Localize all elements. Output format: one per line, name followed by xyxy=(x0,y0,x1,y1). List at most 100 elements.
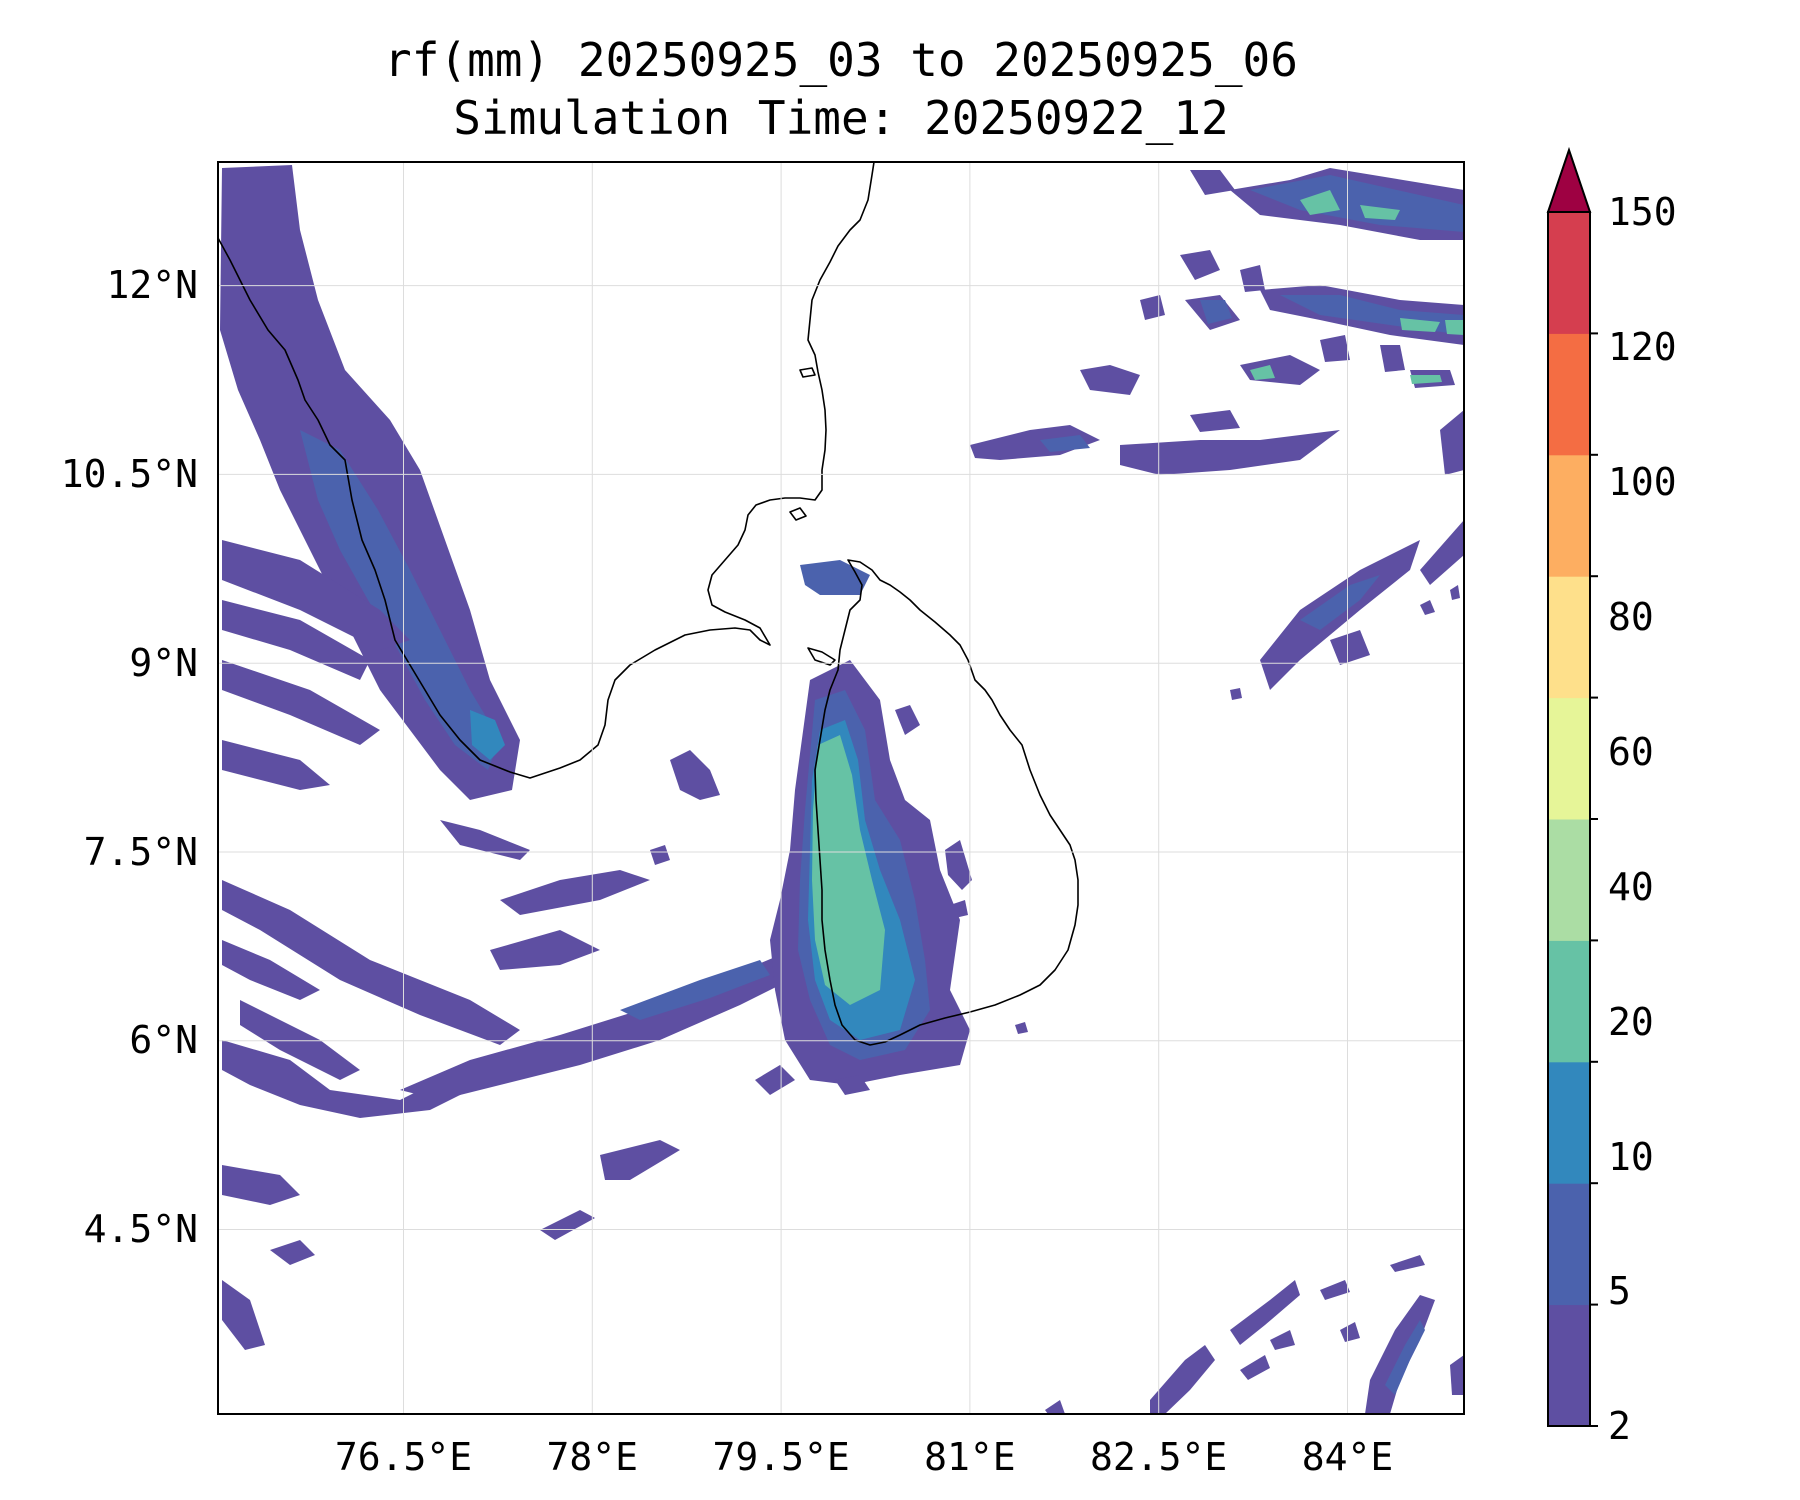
colorbar-segment xyxy=(1548,454,1590,577)
rain-srilanka-very-heavy xyxy=(812,735,885,1005)
rain-band xyxy=(1270,1330,1295,1350)
x-tick-label: 79.5°E xyxy=(712,1435,849,1479)
colorbar-label: 20 xyxy=(1608,1000,1654,1044)
rain-band xyxy=(1250,175,1464,232)
rain-band xyxy=(1390,1255,1425,1272)
colorbar-segment xyxy=(1548,940,1590,1063)
colorbar-segment xyxy=(1548,819,1590,941)
colorbar-segment xyxy=(1548,333,1590,456)
x-axis: 76.5°E 78°E 79.5°E 81°E 82.5°E 84°E xyxy=(335,1435,1393,1479)
rain-band xyxy=(1045,1400,1065,1414)
rain-band xyxy=(1200,300,1232,324)
coastline xyxy=(217,161,1079,1046)
colorbar-segment xyxy=(1548,1183,1590,1306)
x-tick-label: 76.5°E xyxy=(335,1435,472,1479)
colorbar-segment xyxy=(1548,1304,1590,1427)
y-tick-label: 12°N xyxy=(106,263,198,307)
rain-streak xyxy=(222,540,410,650)
rain-band xyxy=(1300,190,1340,215)
y-tick-label: 10.5°N xyxy=(61,452,198,496)
colorbar-label: 100 xyxy=(1608,460,1677,504)
rain-band xyxy=(1420,600,1435,615)
rain-streak xyxy=(222,1280,265,1350)
colorbar-label: 120 xyxy=(1608,325,1677,369)
rain-streak xyxy=(270,1240,315,1265)
rain-streak xyxy=(222,1165,300,1205)
rain-band xyxy=(1230,1280,1300,1345)
rain-patch xyxy=(950,900,968,918)
coastline-island xyxy=(799,367,816,378)
map-frame xyxy=(217,161,1465,1415)
rain-streak xyxy=(540,1210,595,1240)
colorbar-segment xyxy=(1548,576,1590,699)
rain-southeast-moderate xyxy=(1385,1320,1425,1395)
rain-band xyxy=(1400,318,1440,332)
rain-streak xyxy=(222,660,380,745)
title-line2: Simulation Time: 20250922_12 xyxy=(453,91,1228,145)
rain-band xyxy=(1320,1280,1350,1300)
coastline-india xyxy=(217,161,875,779)
title-line1: rf(mm) 20250925_03 to 20250925_06 xyxy=(384,33,1298,87)
rain-sw-band-moderate xyxy=(620,960,770,1020)
rain-band xyxy=(1445,320,1464,335)
coastline-mannar xyxy=(807,647,836,666)
map-area xyxy=(217,161,1465,1415)
y-axis: 12°N 10.5°N 9°N 7.5°N 6°N 4.5°N xyxy=(61,263,198,1251)
rain-streak xyxy=(500,870,650,915)
x-tick-label: 82.5°E xyxy=(1090,1435,1227,1479)
rain-streak xyxy=(600,1140,680,1180)
colorbar-label: 5 xyxy=(1608,1269,1631,1313)
rain-patch xyxy=(755,1065,795,1095)
gridlines xyxy=(218,162,1464,1414)
rain-streak xyxy=(440,820,530,860)
colorbar-label: 60 xyxy=(1608,730,1654,774)
colorbar-segment xyxy=(1548,212,1590,334)
rain-band xyxy=(1320,335,1350,362)
colorbar-ticks xyxy=(1590,332,1598,1427)
rain-streak xyxy=(222,600,370,680)
colorbar: 2 5 10 20 40 60 80 100 120 150 xyxy=(1546,146,1677,1448)
rain-band xyxy=(1450,1355,1464,1395)
rain-patch xyxy=(895,705,920,735)
rain-band xyxy=(1250,365,1275,380)
rain-band xyxy=(1150,1345,1215,1414)
colorbar-label: 80 xyxy=(1608,595,1654,639)
colorbar-label: 2 xyxy=(1608,1404,1631,1448)
rain-patch xyxy=(650,845,670,865)
x-tick-label: 78°E xyxy=(547,1435,639,1479)
rain-streak xyxy=(222,740,330,790)
colorbar-label: 40 xyxy=(1608,865,1654,909)
y-tick-label: 7.5°N xyxy=(84,830,198,874)
rain-streak xyxy=(222,880,520,1045)
rain-band xyxy=(1080,365,1140,395)
rain-streak xyxy=(240,1000,360,1080)
colorbar-label: 150 xyxy=(1608,190,1677,234)
rain-patch xyxy=(1015,1022,1028,1034)
rain-west-coast-heavy xyxy=(470,710,505,760)
rain-patch xyxy=(835,1075,870,1095)
rain-band xyxy=(1420,520,1464,585)
colorbar-segment xyxy=(1548,1061,1590,1184)
rain-patch xyxy=(670,750,720,800)
rain-band xyxy=(1360,205,1400,220)
rain-band xyxy=(1330,630,1370,665)
rain-band xyxy=(1190,410,1240,432)
rain-band xyxy=(1340,1322,1360,1342)
rain-band xyxy=(1190,170,1235,195)
rain-band xyxy=(1230,688,1242,700)
rain-band xyxy=(1180,250,1220,280)
colorbar-labels: 2 5 10 20 40 60 80 100 120 150 xyxy=(1608,190,1677,1448)
rain-streak xyxy=(222,940,320,1000)
rainfall-field xyxy=(220,165,1464,1414)
coastline-island xyxy=(789,507,807,521)
y-tick-label: 4.5°N xyxy=(84,1207,198,1251)
x-tick-label: 81°E xyxy=(924,1435,1016,1479)
rain-west-sea-streaks xyxy=(222,540,680,1350)
rain-band xyxy=(1300,575,1380,630)
y-tick-label: 9°N xyxy=(129,641,198,685)
rain-streak xyxy=(490,930,600,970)
colorbar-segment xyxy=(1548,697,1590,820)
rain-northeast-very-heavy xyxy=(1250,190,1464,384)
rain-streak xyxy=(222,1040,470,1118)
